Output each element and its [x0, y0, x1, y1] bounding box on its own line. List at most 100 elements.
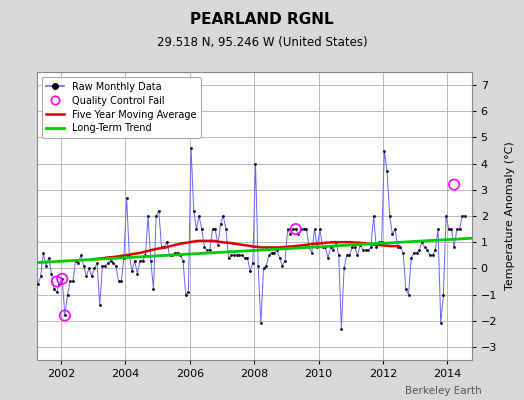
Point [82, 273, 91, 280]
Point [39, 250, 48, 256]
Text: 29.518 N, 95.246 W (United States): 29.518 N, 95.246 W (United States) [157, 36, 367, 49]
Point [176, 252, 184, 258]
Point [420, 244, 429, 251]
Point [291, 226, 300, 232]
Point [267, 250, 276, 256]
Point [31, 278, 39, 285]
Point [123, 194, 131, 201]
Point [401, 286, 410, 292]
Point [369, 213, 378, 219]
Point [219, 213, 227, 219]
Text: PEARLAND RGNL: PEARLAND RGNL [190, 12, 334, 27]
Point [224, 255, 233, 261]
Point [321, 244, 330, 251]
Point [45, 255, 53, 261]
Point [47, 270, 56, 277]
Point [152, 213, 160, 219]
Point [276, 255, 284, 261]
Point [340, 265, 348, 272]
Point [95, 302, 104, 308]
Point [80, 262, 88, 269]
Point [192, 226, 201, 232]
Point [136, 257, 144, 264]
Point [211, 226, 220, 232]
Point [386, 213, 394, 219]
Point [155, 208, 163, 214]
Point [112, 262, 120, 269]
Point [58, 276, 67, 282]
Point [235, 252, 244, 258]
Point [125, 252, 134, 258]
Point [343, 252, 351, 258]
Point [243, 255, 252, 261]
Point [375, 239, 383, 245]
Point [326, 244, 335, 251]
Point [289, 226, 297, 232]
Point [310, 226, 319, 232]
Point [383, 168, 391, 175]
Point [356, 242, 364, 248]
Point [362, 247, 370, 253]
Point [88, 273, 96, 280]
Point [214, 242, 222, 248]
Point [42, 262, 50, 269]
Point [367, 244, 375, 251]
Point [149, 286, 158, 292]
Point [345, 252, 354, 258]
Point [109, 260, 117, 266]
Point [291, 226, 300, 232]
Point [455, 226, 464, 232]
Point [439, 291, 447, 298]
Point [453, 226, 461, 232]
Point [337, 325, 345, 332]
Point [252, 160, 260, 167]
Point [69, 278, 77, 285]
Point [447, 226, 456, 232]
Point [297, 226, 305, 232]
Y-axis label: Temperature Anomaly (°C): Temperature Anomaly (°C) [506, 142, 516, 290]
Point [353, 252, 362, 258]
Point [166, 252, 174, 258]
Point [281, 257, 289, 264]
Point [351, 244, 359, 251]
Point [52, 278, 61, 285]
Point [71, 257, 80, 264]
Point [434, 226, 442, 232]
Point [394, 244, 402, 251]
Point [458, 213, 466, 219]
Point [359, 247, 367, 253]
Point [410, 250, 418, 256]
Point [270, 250, 278, 256]
Point [380, 147, 389, 154]
Point [198, 226, 206, 232]
Point [241, 255, 249, 261]
Point [265, 252, 273, 258]
Point [461, 213, 469, 219]
Point [302, 226, 311, 232]
Point [329, 247, 337, 253]
Point [187, 145, 195, 151]
Point [144, 213, 152, 219]
Point [61, 312, 69, 319]
Point [74, 260, 82, 266]
Point [181, 291, 190, 298]
Point [436, 320, 445, 326]
Point [319, 244, 327, 251]
Point [216, 221, 225, 227]
Point [52, 289, 61, 295]
Point [332, 239, 340, 245]
Point [246, 268, 254, 274]
Point [222, 226, 230, 232]
Point [90, 265, 99, 272]
Point [190, 208, 198, 214]
Point [195, 213, 203, 219]
Point [262, 262, 270, 269]
Point [85, 265, 93, 272]
Point [104, 260, 112, 266]
Point [227, 252, 235, 258]
Point [405, 291, 413, 298]
Point [286, 231, 294, 238]
Point [248, 260, 257, 266]
Point [233, 252, 241, 258]
Point [138, 257, 147, 264]
